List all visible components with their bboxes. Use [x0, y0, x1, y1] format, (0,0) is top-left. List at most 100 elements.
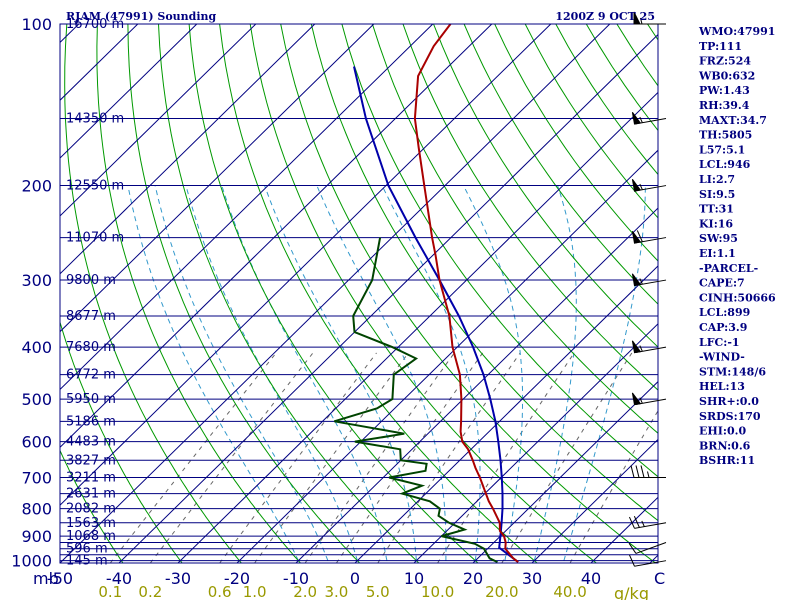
isotherm-line — [60, 24, 493, 449]
dry-adiabat-line — [371, 24, 658, 434]
dry-adiabat-line — [463, 24, 658, 305]
index-line: LFC:-1 — [699, 336, 740, 349]
height-label: 11070 m — [66, 231, 124, 246]
height-label: 16700 m — [66, 17, 124, 32]
index-line: FRZ:524 — [699, 55, 751, 68]
isotherm-line — [118, 33, 658, 563]
temperature-tick-label: -50 — [47, 569, 73, 588]
pressure-tick-label: 1000 — [11, 552, 52, 571]
pressure-tick-label: 800 — [21, 500, 52, 519]
mixing-ratio-tick-label: 1.0 — [243, 583, 267, 600]
dry-adiabats — [60, 24, 658, 563]
height-label: 3211 m — [66, 471, 116, 486]
index-line: LI:2.7 — [699, 173, 735, 186]
pressure-tick-label: 400 — [21, 338, 52, 357]
isotherm-line — [413, 323, 658, 563]
height-labels: 16700 m 14350 m 12550 m 11070 m 9800 m 8677 m… — [66, 17, 124, 569]
mixing-ratio-labels: 0.1 0.2 0.6 1.0 2.0 3.0 5.0 10.0 20.0 40.0 — [98, 583, 586, 600]
pressure-tick-label: 200 — [21, 177, 52, 196]
height-label: 8677 m — [66, 309, 116, 324]
pressure-axis-labels: 100 200 300 400 500 600 700 800 900 1000 — [11, 15, 52, 571]
wind-barb — [631, 392, 667, 406]
isotherm-line — [531, 438, 658, 563]
dry-adiabat-line — [158, 24, 420, 563]
mixing-ratio-tick-label: 3.0 — [324, 583, 348, 600]
mixing-ratio-tick-label: 40.0 — [553, 583, 586, 600]
dry-adiabat-line — [249, 24, 597, 563]
index-line: CAPE:7 — [699, 277, 745, 290]
isotherm-line — [60, 24, 316, 275]
dry-adiabat-line — [64, 24, 242, 563]
mixing-ratio-line — [254, 352, 409, 563]
wind-barb — [628, 542, 667, 554]
index-line: PW:1.43 — [699, 84, 750, 97]
mixing-ratio-tick-label: 0.1 — [98, 583, 122, 600]
index-line: LCL:946 — [699, 158, 751, 171]
index-line: TH:5805 — [699, 129, 752, 142]
wind-barb — [631, 273, 667, 287]
height-label: 5950 m — [66, 392, 116, 407]
dry-adiabat-line — [433, 24, 658, 348]
isotherm-line — [60, 24, 375, 333]
wind-barb — [628, 515, 667, 529]
mixing-ratio-tick-label: 0.6 — [208, 583, 232, 600]
height-label: 2631 m — [66, 487, 116, 502]
height-label: 12550 m — [66, 179, 124, 194]
wind-barb — [631, 178, 667, 192]
sounding-profiles — [334, 24, 519, 563]
isobars — [60, 24, 658, 562]
moist-adiabats — [127, 185, 646, 561]
dry-adiabat-line — [60, 320, 183, 563]
index-line: STM:148/6 — [699, 365, 766, 378]
wind-barb — [631, 340, 667, 354]
temperature-tick-label: -30 — [165, 569, 191, 588]
height-label: 7680 m — [66, 340, 116, 355]
temperature-tick-label: -20 — [224, 569, 250, 588]
mixing-ratio-axis-unit: g/kg — [614, 584, 649, 600]
moist-adiabat-line — [533, 185, 577, 561]
temperature-tick-label: 10 — [404, 569, 424, 588]
height-label: 3827 m — [66, 453, 116, 468]
mixing-ratio-line — [335, 352, 484, 563]
dewpoint-profile-line — [334, 237, 498, 563]
pressure-tick-label: 100 — [21, 15, 52, 34]
dry-adiabat-line — [310, 24, 658, 522]
isotherm-line — [60, 24, 198, 159]
pressure-axis-unit: mb — [33, 569, 59, 588]
chart-header-station: RJAM (47991) Sounding — [66, 10, 217, 23]
height-label: 9800 m — [66, 273, 116, 288]
dry-adiabat-line — [341, 24, 658, 478]
temperature-tick-label: 0 — [350, 569, 360, 588]
mixing-ratio-line — [377, 352, 521, 563]
isotherm-line — [0, 24, 20, 563]
mixing-ratio-line — [109, 352, 277, 563]
index-line: KI:16 — [699, 217, 733, 230]
index-line: BSHR:11 — [699, 454, 755, 467]
index-line: TP:111 — [699, 40, 742, 53]
index-line: WMO:47991 — [698, 25, 775, 38]
index-line: EHI:0.0 — [699, 425, 746, 438]
height-label: 6772 m — [66, 368, 116, 383]
index-line: TT:31 — [699, 203, 734, 216]
height-label: 14350 m — [66, 112, 124, 127]
mixing-ratio-line — [304, 352, 455, 563]
isotherm-line — [472, 380, 658, 563]
wind-barbs — [628, 11, 667, 567]
index-line: HEL:13 — [699, 380, 745, 393]
temperature-profile-line — [413, 24, 519, 563]
height-label: 145 m — [66, 554, 108, 569]
height-label: 1563 m — [66, 516, 116, 531]
index-line: SRDS:170 — [699, 410, 761, 423]
index-line: LCL:899 — [699, 306, 750, 319]
mixing-ratio-tick-label: 2.0 — [293, 583, 317, 600]
index-line: L57:5.1 — [699, 143, 745, 156]
dry-adiabat-line — [96, 24, 301, 563]
mixing-ratio-line — [569, 409, 658, 563]
dry-adiabat-line — [127, 24, 360, 563]
height-label: 1068 m — [66, 529, 116, 544]
moist-adiabat-line — [185, 185, 358, 561]
index-line: WB0:632 — [698, 69, 755, 82]
index-line: -WIND- — [699, 351, 745, 364]
chart-header-time: 1200Z 9 OCT 25 — [555, 10, 655, 23]
